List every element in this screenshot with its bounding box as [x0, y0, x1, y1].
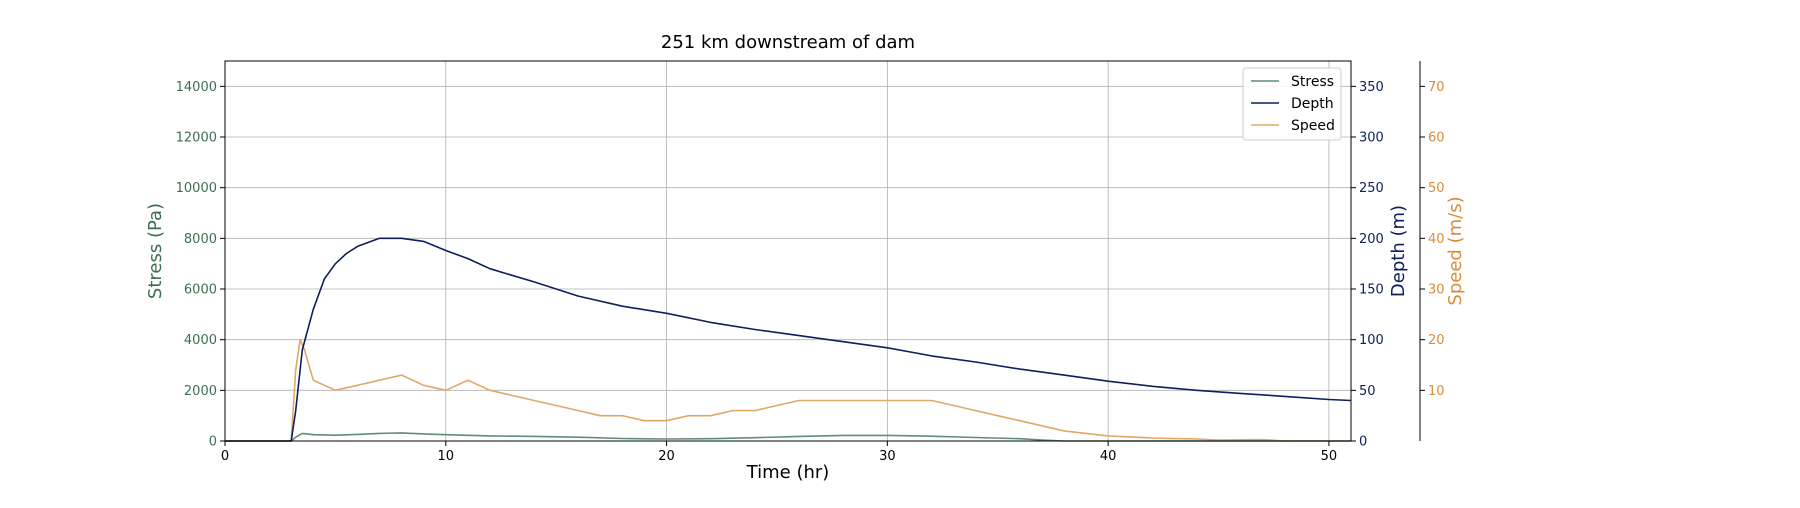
speed-axis-label: Speed (m/s) — [1445, 196, 1466, 305]
depth-tick-label: 250 — [1359, 181, 1384, 196]
stress-axis-ticks: 0 2000 4000 6000 8000 10000 12000 14000 — [176, 80, 225, 450]
x-tick-label: 50 — [1321, 449, 1338, 464]
stress-tick-label: 10000 — [176, 181, 217, 196]
speed-axis-ticks: 10 20 30 40 50 60 70 — [1420, 80, 1445, 399]
series-line-stress — [225, 432, 1351, 442]
speed-tick-label: 10 — [1428, 384, 1445, 399]
legend-label-depth: Depth — [1291, 96, 1334, 112]
legend-label-speed: Speed — [1291, 118, 1335, 134]
x-axis-ticks: 0 10 20 30 40 50 — [221, 441, 1337, 464]
depth-tick-label: 50 — [1359, 384, 1376, 399]
speed-tick-label: 50 — [1428, 181, 1445, 196]
speed-tick-label: 70 — [1428, 80, 1445, 95]
stress-axis-label: Stress (Pa) — [145, 203, 166, 299]
depth-tick-label: 100 — [1359, 333, 1384, 348]
x-tick-label: 20 — [658, 449, 675, 464]
depth-tick-label: 0 — [1359, 435, 1367, 450]
depth-tick-label: 200 — [1359, 232, 1384, 247]
stress-tick-label: 8000 — [184, 232, 217, 247]
legend-label-stress: Stress — [1291, 74, 1334, 90]
stress-tick-label: 2000 — [184, 384, 217, 399]
speed-tick-label: 60 — [1428, 131, 1445, 146]
stress-tick-label: 0 — [209, 435, 217, 450]
depth-tick-label: 350 — [1359, 80, 1384, 95]
series-line-depth — [225, 237, 1352, 442]
legend-box — [1242, 67, 1342, 141]
x-tick-label: 40 — [1100, 449, 1117, 464]
depth-tick-label: 300 — [1359, 131, 1384, 146]
series-line-speed — [225, 338, 1351, 442]
depth-axis-ticks: 0 50 100 150 200 250 300 350 — [1351, 80, 1384, 450]
stress-tick-label: 4000 — [184, 333, 217, 348]
legend: Stress Depth Speed — [1242, 67, 1342, 141]
speed-tick-label: 30 — [1428, 283, 1445, 298]
chart-title: 251 km downstream of dam — [661, 32, 915, 53]
plot-frame — [224, 60, 1352, 442]
grid — [225, 61, 1351, 441]
depth-axis-label: Depth (m) — [1388, 205, 1409, 297]
stress-tick-label: 12000 — [176, 131, 217, 146]
x-tick-label: 0 — [221, 449, 229, 464]
stress-tick-label: 6000 — [184, 283, 217, 298]
depth-tick-label: 150 — [1359, 283, 1384, 298]
speed-tick-label: 40 — [1428, 232, 1445, 247]
x-axis-label: Time (hr) — [746, 462, 830, 483]
x-tick-label: 10 — [438, 449, 455, 464]
stress-tick-label: 14000 — [176, 80, 217, 95]
series-layer — [225, 237, 1352, 442]
x-tick-label: 30 — [879, 449, 896, 464]
speed-tick-label: 20 — [1428, 333, 1445, 348]
